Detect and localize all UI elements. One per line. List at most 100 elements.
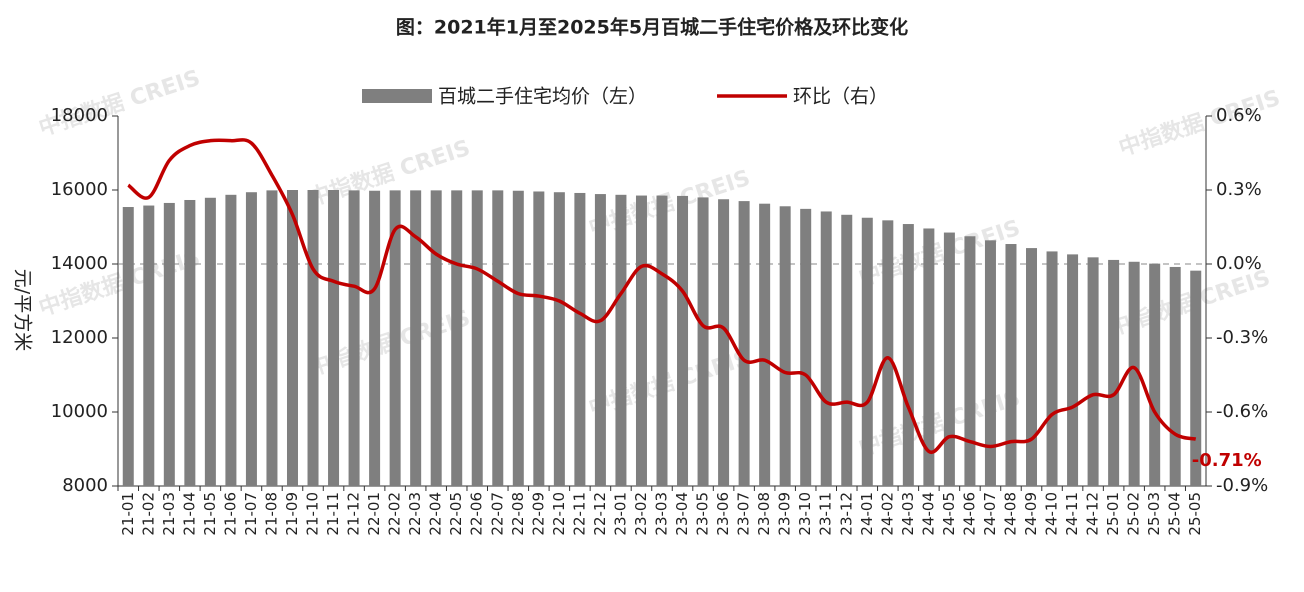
bar	[328, 190, 340, 486]
bar	[1087, 257, 1099, 486]
x-tick-label: 23-01	[611, 492, 629, 536]
bar	[286, 190, 298, 486]
bar	[533, 191, 545, 487]
bar	[656, 195, 668, 487]
bar	[204, 197, 216, 486]
bar	[348, 190, 360, 486]
bar	[143, 205, 155, 487]
x-tick-label: 21-03	[160, 492, 178, 536]
bar	[697, 197, 709, 486]
x-tick-label: 23-05	[694, 492, 712, 536]
watermark: 中指数据 CREIS	[856, 385, 1024, 462]
bar	[861, 217, 873, 486]
bar	[471, 190, 483, 486]
bar	[184, 199, 196, 487]
bar	[369, 190, 381, 487]
x-tick-label: 21-11	[324, 492, 342, 536]
bar	[902, 224, 914, 487]
bar	[1108, 259, 1120, 486]
bar	[923, 228, 935, 487]
x-tick-label: 21-10	[304, 492, 322, 536]
bar	[964, 236, 976, 486]
bar	[738, 201, 750, 486]
y2-tick-label: -0.3%	[1216, 327, 1268, 348]
x-tick-label: 21-05	[201, 492, 219, 536]
x-tick-label: 24-02	[878, 492, 896, 536]
bar	[122, 207, 134, 486]
x-tick-label: 23-02	[632, 492, 650, 536]
data-label: -0.71%	[1192, 450, 1262, 471]
legend-label: 百城二手住宅均价（左）	[438, 86, 647, 108]
bar	[245, 192, 257, 486]
bar	[410, 190, 422, 486]
y2-tick-label: 0.6%	[1216, 105, 1262, 126]
y2-tick-label: -0.6%	[1216, 401, 1268, 422]
x-tick-label: 22-10	[550, 492, 568, 536]
x-tick-label: 24-03	[899, 492, 917, 536]
bar	[451, 190, 463, 486]
bar	[163, 202, 175, 486]
x-tick-label: 24-08	[1001, 492, 1019, 536]
bar	[677, 195, 689, 487]
bar	[389, 190, 401, 486]
x-tick-label: 22-02	[386, 492, 404, 536]
x-tick-label: 25-03	[1145, 492, 1163, 536]
watermark: 中指数据 CREIS	[856, 215, 1024, 292]
x-tick-label: 22-07	[488, 492, 506, 536]
x-tick-label: 23-03	[653, 492, 671, 536]
y-tick-label: 18000	[51, 105, 108, 126]
y2-tick-label: 0.0%	[1216, 253, 1262, 274]
x-tick-label: 22-09	[529, 492, 547, 536]
x-tick-label: 23-09	[776, 492, 794, 536]
x-tick-label: 24-01	[858, 492, 876, 536]
x-tick-label: 21-01	[119, 492, 137, 536]
x-tick-label: 25-05	[1186, 492, 1204, 536]
x-tick-label: 24-07	[981, 492, 999, 536]
bar	[820, 211, 832, 486]
bar	[1128, 261, 1140, 486]
x-tick-label: 22-11	[570, 492, 588, 536]
x-tick-label: 22-01	[365, 492, 383, 536]
bar	[492, 190, 504, 486]
x-tick-label: 22-12	[591, 492, 609, 536]
bar	[1190, 270, 1202, 486]
bar	[882, 220, 894, 486]
y-tick-label: 14000	[51, 253, 108, 274]
x-tick-label: 23-06	[714, 492, 732, 536]
bar	[759, 203, 771, 486]
bar	[779, 206, 791, 486]
line	[127, 138, 1197, 455]
bar	[943, 232, 955, 486]
bar	[1005, 244, 1017, 486]
x-tick-label: 21-06	[221, 492, 239, 536]
bar	[718, 199, 730, 486]
x-tick-label: 24-06	[960, 492, 978, 536]
bar	[800, 208, 812, 486]
x-tick-label: 25-02	[1125, 492, 1143, 536]
x-tick-label: 24-09	[1022, 492, 1040, 536]
x-tick-label: 21-07	[242, 492, 260, 536]
x-tick-label: 23-10	[796, 492, 814, 536]
x-tick-label: 22-06	[468, 492, 486, 536]
x-tick-label: 21-04	[180, 492, 198, 536]
bar	[574, 192, 586, 486]
x-tick-label: 24-12	[1084, 492, 1102, 536]
x-tick-label: 23-07	[735, 492, 753, 536]
bar	[1169, 266, 1181, 486]
x-tick-label: 25-04	[1166, 492, 1184, 536]
bar	[635, 195, 647, 487]
x-tick-label: 24-10	[1043, 492, 1061, 536]
watermark: 中指数据 CREIS	[36, 65, 204, 142]
bar	[594, 194, 606, 486]
y-axis-label: 元/平方米	[12, 269, 34, 351]
x-tick-label: 22-05	[447, 492, 465, 536]
bar	[430, 190, 442, 486]
x-tick-label: 21-02	[139, 492, 157, 536]
x-tick-label: 22-03	[406, 492, 424, 536]
bar	[512, 190, 524, 487]
bar	[307, 190, 319, 486]
x-tick-label: 21-08	[262, 492, 280, 536]
legend-swatch	[362, 89, 432, 103]
